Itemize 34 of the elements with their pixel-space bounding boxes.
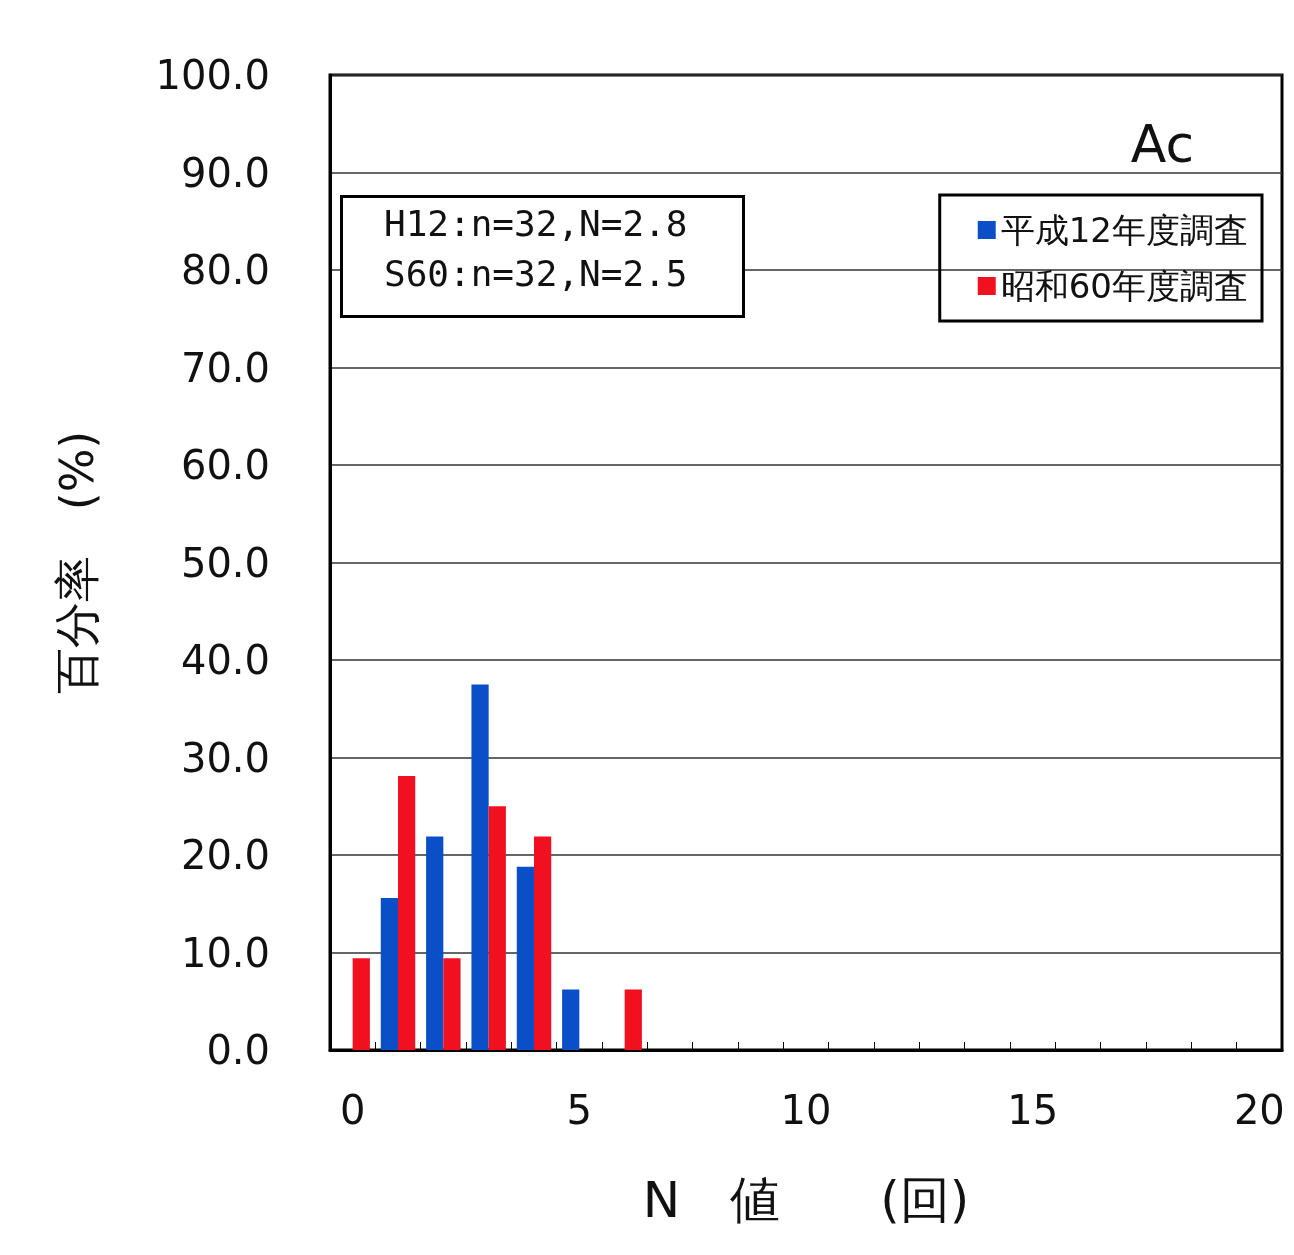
- x-tick-label: 15: [1007, 1087, 1059, 1133]
- bar: [352, 958, 370, 1050]
- bar: [488, 806, 506, 1050]
- annotation: S60:n=32,N=2.5: [384, 252, 688, 294]
- legend-label: 昭和60年度調査: [1000, 266, 1248, 306]
- bar: [471, 684, 489, 1050]
- annotation: Ac: [1130, 114, 1194, 174]
- y-tick-label: 20.0: [180, 832, 270, 878]
- x-tick-label: 0: [339, 1087, 366, 1133]
- bar: [398, 776, 416, 1050]
- bar: [426, 836, 444, 1050]
- y-tick-label: 10.0: [180, 929, 270, 976]
- y-tick-label: 90.0: [180, 149, 270, 196]
- y-tick-label: 0.0: [206, 1027, 270, 1073]
- y-tick-label: 80.0: [180, 247, 270, 293]
- bar: [380, 897, 398, 1050]
- y-axis-title: 百分率 (%): [50, 430, 104, 695]
- y-tick-label: 30.0: [180, 734, 270, 781]
- legend-label: 平成12年度調査: [1000, 210, 1248, 250]
- y-tick-label: 50.0: [180, 539, 270, 586]
- x-axis-title: N 値 (回): [642, 1171, 970, 1229]
- x-tick-label: 10: [780, 1087, 832, 1133]
- x-tick-label: 5: [566, 1087, 593, 1133]
- y-tick-label: 70.0: [180, 344, 270, 391]
- bar: [534, 836, 552, 1050]
- bar: [443, 958, 461, 1050]
- y-tick-label: 100.0: [155, 52, 270, 98]
- y-tick-label: 60.0: [180, 442, 270, 488]
- bar: [562, 989, 580, 1050]
- y-tick-label: 40.0: [180, 637, 270, 683]
- bar: [516, 866, 534, 1050]
- annotation: H12:n=32,N=2.8: [384, 202, 688, 244]
- bar: [624, 989, 642, 1050]
- x-tick-label: 20: [1233, 1087, 1285, 1133]
